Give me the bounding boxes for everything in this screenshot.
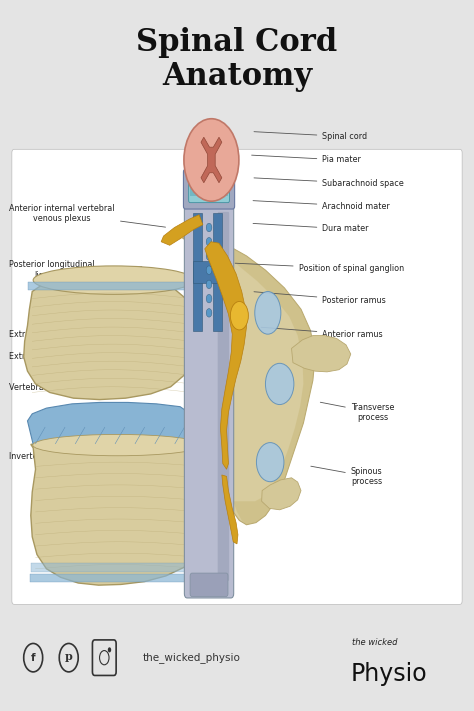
Text: the wicked: the wicked <box>352 638 397 647</box>
FancyBboxPatch shape <box>31 563 206 572</box>
FancyBboxPatch shape <box>28 282 197 290</box>
Text: Posterior ramus: Posterior ramus <box>254 292 386 304</box>
Text: Anatomy: Anatomy <box>162 60 312 92</box>
FancyBboxPatch shape <box>189 173 229 203</box>
Polygon shape <box>31 441 206 585</box>
Ellipse shape <box>255 292 281 334</box>
Polygon shape <box>221 245 315 525</box>
Text: Anterior internal vertebral
venous plexus: Anterior internal vertebral venous plexu… <box>9 203 165 227</box>
FancyBboxPatch shape <box>218 212 229 581</box>
Circle shape <box>206 237 212 246</box>
Text: Invertebral disc: Invertebral disc <box>9 450 85 461</box>
Ellipse shape <box>230 301 248 330</box>
Polygon shape <box>262 478 301 510</box>
Text: f: f <box>31 653 36 663</box>
Circle shape <box>206 280 212 289</box>
FancyBboxPatch shape <box>184 195 234 598</box>
Text: Extradural space: Extradural space <box>9 322 85 338</box>
Text: Spinal cord: Spinal cord <box>254 132 367 141</box>
Polygon shape <box>201 137 222 183</box>
Text: Subarachnoid space: Subarachnoid space <box>254 178 404 188</box>
Polygon shape <box>222 475 238 544</box>
Text: Transverse
process: Transverse process <box>320 402 394 422</box>
Text: Extradural fat: Extradural fat <box>9 346 80 361</box>
Text: Pia mater: Pia mater <box>252 155 361 164</box>
Circle shape <box>206 309 212 317</box>
Text: Posterior longitudinal
ligament: Posterior longitudinal ligament <box>9 260 142 280</box>
FancyBboxPatch shape <box>30 574 206 582</box>
Text: the_wicked_physio: the_wicked_physio <box>142 652 240 663</box>
FancyBboxPatch shape <box>190 186 228 196</box>
Ellipse shape <box>33 434 202 456</box>
Polygon shape <box>27 402 192 451</box>
Text: Anterior ramus: Anterior ramus <box>261 327 383 338</box>
FancyBboxPatch shape <box>190 573 228 597</box>
Polygon shape <box>205 242 246 469</box>
FancyBboxPatch shape <box>12 149 462 604</box>
Polygon shape <box>161 215 203 245</box>
Ellipse shape <box>265 363 294 405</box>
Text: p: p <box>65 651 73 662</box>
Ellipse shape <box>33 266 194 294</box>
Bar <box>193 262 225 283</box>
Circle shape <box>184 119 239 201</box>
Text: Physio: Physio <box>350 662 427 686</box>
Text: Arachnoid mater: Arachnoid mater <box>253 201 390 210</box>
Circle shape <box>206 266 212 274</box>
Text: Spinous
process: Spinous process <box>311 466 383 486</box>
Text: Position of spinal ganglion: Position of spinal ganglion <box>235 263 404 273</box>
Polygon shape <box>182 235 315 525</box>
Bar <box>213 213 222 331</box>
Ellipse shape <box>256 442 284 482</box>
Circle shape <box>206 223 212 232</box>
Polygon shape <box>24 276 198 400</box>
Bar <box>193 213 202 331</box>
Polygon shape <box>292 336 351 372</box>
Text: Vertebral body: Vertebral body <box>9 381 75 392</box>
Circle shape <box>108 647 111 653</box>
Circle shape <box>206 294 212 303</box>
Circle shape <box>206 252 212 260</box>
Text: Spinal Cord: Spinal Cord <box>137 27 337 58</box>
FancyBboxPatch shape <box>183 169 235 209</box>
Text: Dura mater: Dura mater <box>253 223 369 233</box>
